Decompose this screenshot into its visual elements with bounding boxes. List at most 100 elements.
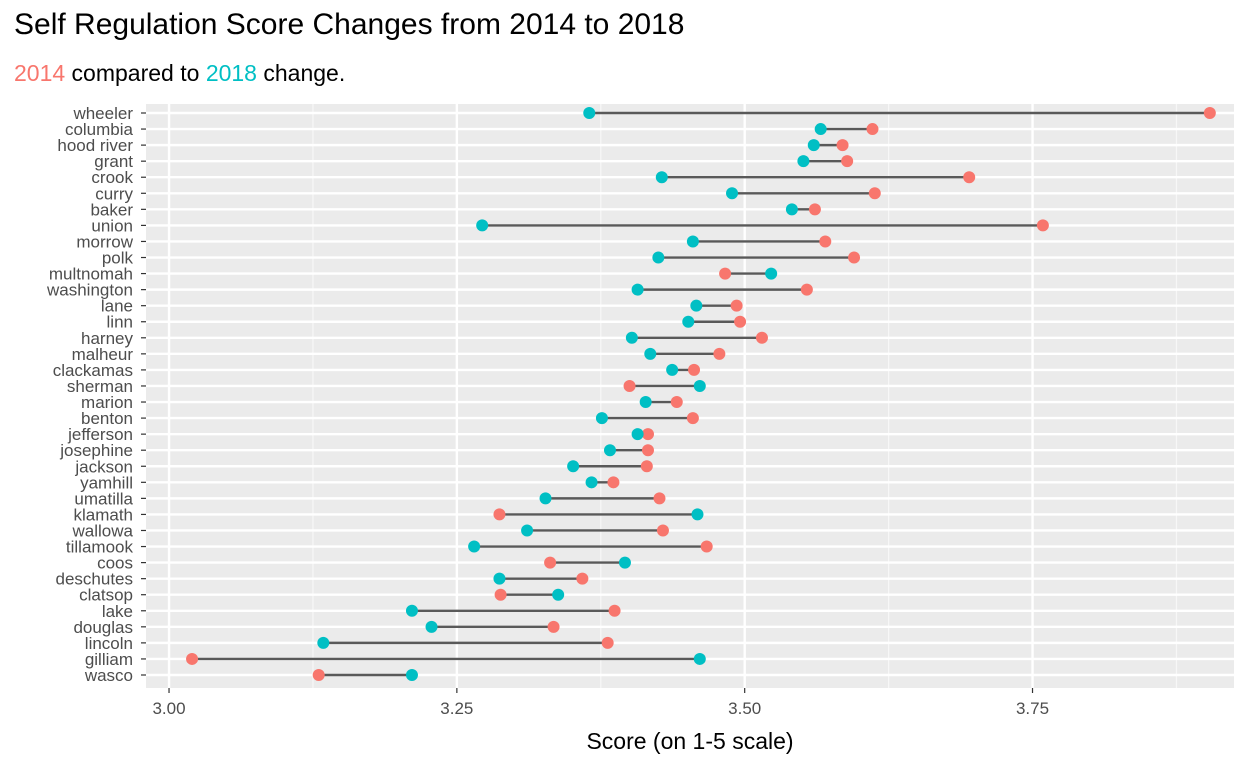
point-2014-clatsop (494, 588, 507, 601)
y-tick-label: washington (46, 281, 133, 300)
y-tick-label: hood river (57, 136, 133, 155)
points (186, 107, 1216, 681)
segments (192, 111, 1210, 677)
point-2014-klamath (493, 508, 506, 521)
point-2014-grant (841, 155, 854, 168)
point-2018-lake (405, 604, 418, 617)
point-2018-wasco (405, 669, 418, 681)
point-2014-polk (848, 251, 861, 264)
point-2018-columbia (814, 123, 827, 136)
point-2014-harney (755, 331, 768, 344)
y-tick-label: wheeler (72, 104, 133, 123)
x-tick-label: 3.00 (152, 699, 185, 718)
y-tick-label: wasco (84, 666, 133, 685)
y-tick-label: gilliam (85, 650, 133, 669)
y-tick-label: lake (102, 602, 133, 621)
point-2014-multnomah (719, 267, 732, 280)
point-2014-malheur (713, 347, 726, 360)
y-tick-label: multnomah (49, 265, 133, 284)
point-2018-jefferson (631, 428, 644, 441)
y-tick-label: sherman (67, 377, 133, 396)
point-2018-crook (655, 171, 668, 184)
y-tick-label: morrow (76, 232, 133, 251)
y-tick-label: curry (95, 184, 133, 203)
point-2014-deschutes (576, 572, 589, 585)
point-2014-wasco (312, 669, 325, 681)
y-tick-label: marion (81, 393, 133, 412)
point-2014-josephine (641, 444, 654, 457)
y-tick-label: yamhill (80, 473, 133, 492)
point-2018-hood-river (807, 139, 820, 152)
point-2018-benton (595, 412, 608, 425)
y-tick-label: malheur (72, 345, 134, 364)
point-2014-hood-river (836, 139, 849, 152)
x-axis-title: Score (on 1-5 scale) (586, 728, 793, 754)
y-tick-label: deschutes (56, 570, 134, 589)
point-2014-lake (608, 604, 621, 617)
point-2018-linn (682, 315, 695, 328)
point-2014-douglas (547, 620, 560, 633)
point-2018-baker (785, 203, 798, 216)
point-2018-wheeler (583, 107, 596, 119)
plot-panel (146, 104, 1234, 688)
point-2014-marion (670, 396, 683, 409)
x-tick-label: 3.75 (1016, 699, 1049, 718)
point-2014-union (1036, 219, 1049, 232)
subtitle-part: 2018 (205, 60, 257, 86)
y-tick-label: douglas (73, 618, 133, 637)
y-tick-label: clatsop (79, 586, 133, 605)
y-tick-label: lane (101, 297, 133, 316)
point-2014-morrow (819, 235, 832, 248)
point-2018-polk (652, 251, 665, 264)
y-tick-label: klamath (73, 505, 133, 524)
point-2018-clackamas (666, 363, 679, 376)
y-tick-label: grant (94, 152, 133, 171)
point-2014-wallowa (656, 524, 669, 537)
point-2018-sherman (693, 379, 706, 392)
point-2018-curry (726, 187, 739, 200)
point-2018-coos (618, 556, 631, 569)
y-tick-label: benton (81, 409, 133, 428)
y-tick-label: josephine (59, 441, 133, 460)
y-tick-label: union (91, 216, 133, 235)
y-tick-label: umatilla (74, 489, 133, 508)
point-2018-tillamook (468, 540, 481, 553)
point-2014-linn (734, 315, 747, 328)
point-2018-washington (631, 283, 644, 296)
point-2018-grant (797, 155, 810, 168)
point-2014-columbia (866, 123, 879, 136)
point-2018-union (476, 219, 489, 232)
point-2014-jackson (640, 460, 653, 473)
point-2018-umatilla (539, 492, 552, 505)
y-tick-label: tillamook (66, 538, 134, 557)
point-2014-gilliam (186, 652, 199, 665)
point-2018-wallowa (521, 524, 534, 537)
chart-subtitle: 2014 compared to 2018 change. (14, 60, 345, 87)
x-tick-labels: 3.00 3.25 3.50 3.75 (152, 688, 1049, 718)
point-2018-yamhill (585, 476, 598, 489)
point-2014-baker (808, 203, 821, 216)
grid-lines (146, 104, 1234, 688)
point-2014-jefferson (641, 428, 654, 441)
point-2018-clatsop (552, 588, 565, 601)
y-tick-label: jefferson (67, 425, 133, 444)
y-tick-label: lincoln (85, 634, 133, 653)
y-tick-label: coos (97, 554, 133, 573)
point-2014-tillamook (700, 540, 713, 553)
y-tick-label: baker (90, 200, 133, 219)
point-2014-lincoln (601, 636, 614, 649)
x-tick-label: 3.25 (440, 699, 473, 718)
point-2018-marion (639, 396, 652, 409)
point-2014-sherman (623, 379, 636, 392)
point-2014-benton (686, 412, 699, 425)
subtitle-part: 2014 (14, 60, 66, 86)
subtitle-part: change. (256, 60, 346, 86)
point-2014-clackamas (688, 363, 701, 376)
point-2014-wheeler (1203, 107, 1216, 119)
point-2014-yamhill (607, 476, 620, 489)
y-tick-label: jackson (74, 457, 133, 476)
subtitle-part: compared to (65, 60, 206, 86)
point-2018-morrow (686, 235, 699, 248)
point-2014-washington (800, 283, 813, 296)
